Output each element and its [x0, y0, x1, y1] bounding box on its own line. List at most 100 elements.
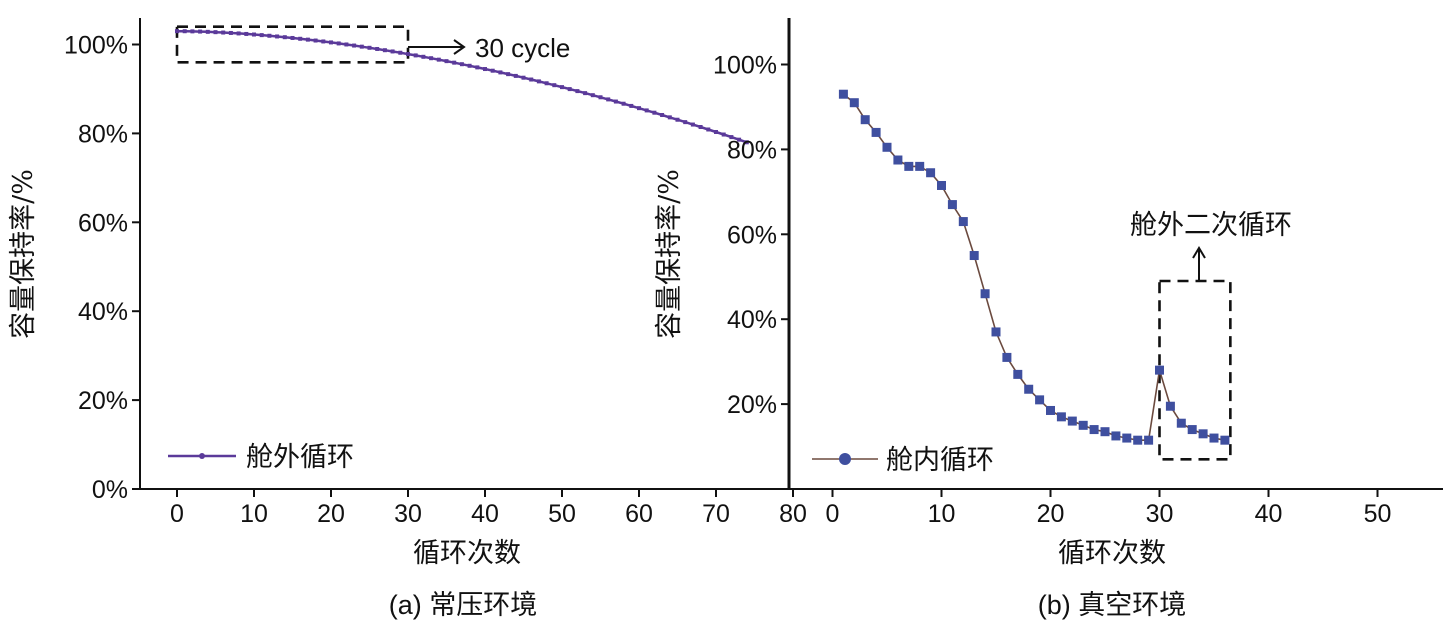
- panel-b-data-point: [1078, 420, 1088, 430]
- panel-a-y-label: 容量保持率/%: [8, 169, 39, 339]
- panel-a-data-point: [613, 99, 618, 104]
- panel-b-data-point: [1100, 427, 1110, 437]
- panel-a-data-point: [452, 60, 457, 65]
- panel-a-data-point: [198, 29, 203, 34]
- panel-b-data-point: [1089, 425, 1099, 435]
- panel-a-data-point: [506, 72, 511, 77]
- panel-a-annotation-box: [175, 25, 410, 64]
- panel-a-data-point: [290, 35, 295, 40]
- panel-a-x-tick-label: 0: [170, 500, 184, 528]
- panel-b-annotation-label: 舱外二次循环: [1130, 210, 1292, 241]
- panel-a-data-point: [367, 45, 372, 50]
- panel-a-data-point: [259, 33, 264, 38]
- panel-b-data-point: [1122, 433, 1132, 443]
- panel-a-data-point: [321, 39, 326, 44]
- panel-a-x-tick-label: 70: [702, 500, 730, 528]
- panel-a-data-point: [228, 30, 233, 35]
- panel-b-data-point: [1056, 412, 1066, 422]
- panel-a-data-point: [698, 125, 703, 130]
- panel-b-x-tick-label: 30: [1146, 500, 1174, 528]
- panel-a-data-point: [660, 113, 665, 118]
- panel-b-caption: (b) 真空环境: [1038, 590, 1187, 620]
- panel-b-data-point: [1035, 395, 1045, 405]
- panel-b-data-point: [849, 98, 859, 108]
- panel-a-data-point: [737, 137, 742, 142]
- panel-b-x-tick-label: 10: [928, 500, 956, 528]
- panel-b-y-tick-label: 20%: [727, 391, 777, 419]
- panel-b-data-point: [838, 89, 848, 99]
- panel-a-data-point: [175, 29, 179, 34]
- panel-a-data-point: [398, 50, 403, 55]
- panel-b-data-point: [1144, 435, 1154, 445]
- panel-a-data-point: [298, 36, 303, 41]
- panel-b-x-tick-label: 50: [1364, 500, 1392, 528]
- panel-a-data-point: [706, 127, 711, 132]
- panel-b: 0 10 20 30 40 50 20% 40% 60% 80% 100% 舱外二次循环 舱内循环…: [654, 18, 1443, 620]
- panel-a-y-tick-label: 0%: [92, 476, 128, 504]
- panel-b-data-point: [980, 289, 990, 299]
- panel-a-data-point: [236, 31, 241, 36]
- panel-a-legend-label: 舱外循环: [246, 442, 354, 473]
- panel-b-data-point: [947, 200, 957, 210]
- panel-a-data-point: [729, 135, 734, 140]
- panel-a-data-point: [583, 91, 588, 96]
- panel-b-data-point: [937, 180, 946, 190]
- panel-b-data-point: [915, 161, 925, 171]
- panel-b-data-point: [893, 155, 903, 165]
- panel-b-data-point: [1165, 401, 1175, 411]
- panel-b-data-point: [1002, 352, 1012, 362]
- panel-a-annotation-arrowhead: [453, 39, 466, 55]
- panel-b-data-point: [958, 217, 968, 227]
- panel-b-data-point: [1220, 435, 1230, 445]
- panel-a-x-tick-label: 50: [548, 500, 576, 528]
- panel-b-data-point: [1046, 405, 1055, 415]
- panel-a-x-tick-label: 10: [240, 500, 268, 528]
- panel-a-data-point: [282, 35, 287, 40]
- panel-a-data-point: [475, 65, 480, 70]
- panel-a-caption: (a) 常压环境: [389, 590, 538, 620]
- panel-b-x-label: 循环次数: [1058, 538, 1166, 569]
- panel-a-legend-marker: [199, 453, 205, 459]
- panel-b-data-point: [991, 327, 1001, 337]
- panel-a-data-point: [406, 52, 410, 57]
- panel-a-data-point: [275, 34, 280, 39]
- panel-b-data-point: [1024, 384, 1034, 394]
- panel-a-data-point: [598, 95, 603, 100]
- panel-a-data-point: [382, 48, 387, 53]
- panel-b-series-line: [842, 93, 1226, 442]
- panel-a-data-point: [344, 42, 349, 47]
- panel-a-data-point: [329, 40, 333, 45]
- panel-a-data-point: [444, 59, 449, 64]
- panel-a-y-tick-label: 20%: [78, 387, 128, 415]
- panel-a-data-point: [483, 67, 487, 72]
- panel-a-data-point: [606, 97, 611, 102]
- panel-b-legend-label: 舱内循环: [886, 445, 994, 476]
- panel-a-y-tick-label: 100%: [64, 32, 128, 60]
- panel-b-y-tick-label: 100%: [713, 52, 777, 80]
- panel-b-data-point: [904, 161, 914, 171]
- panel-b-data-point: [1187, 425, 1197, 435]
- panel-a-data-point: [359, 44, 364, 49]
- panel-a-x-label: 循环次数: [413, 538, 521, 569]
- panel-a-data-point: [352, 43, 357, 48]
- panel-a-data-point: [459, 62, 464, 67]
- panel-b-data-point: [1176, 418, 1186, 428]
- panel-a-data-point: [267, 33, 272, 38]
- panel-b-y-tick-label: 80%: [727, 136, 777, 164]
- panel-a-data-point: [690, 122, 695, 127]
- panel-a-data-point: [190, 29, 195, 34]
- panel-a-data-point: [652, 110, 657, 115]
- panel-b-data-point: [860, 115, 870, 125]
- panel-a-data-point: [252, 32, 256, 37]
- panel-a-data-point: [567, 87, 572, 92]
- panel-a-y-tick-label: 80%: [78, 120, 128, 148]
- panel-a: 0 10 20 30 40 50 60 70 80 0% 20% 40% 60% 80% 100% 30 …: [8, 18, 807, 620]
- panel-b-data-point: [1133, 435, 1143, 445]
- panel-a-data-point: [575, 89, 580, 94]
- panel-a-data-point: [683, 120, 688, 125]
- panel-a-y-tick-label: 60%: [78, 209, 128, 237]
- panel-a-data-point: [560, 85, 564, 90]
- panel-a-data-point: [629, 103, 634, 108]
- panel-b-legend-marker: [839, 453, 851, 465]
